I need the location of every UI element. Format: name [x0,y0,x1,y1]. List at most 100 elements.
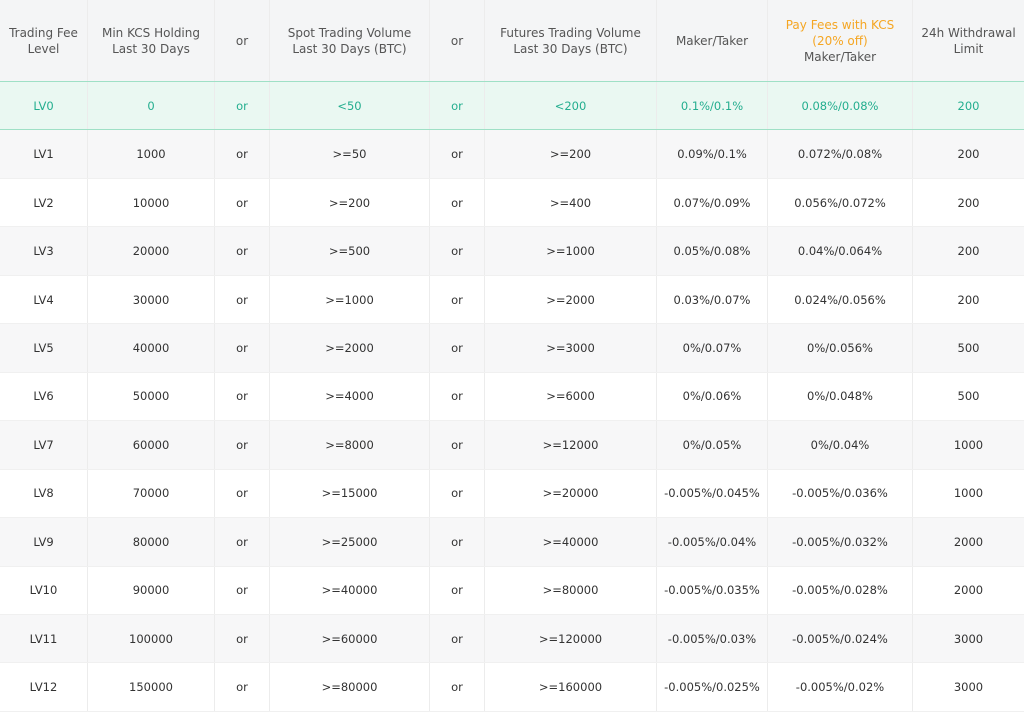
table-cell: 0%/0.048% [768,372,913,421]
table-cell: >=1000 [485,227,657,275]
table-cell: 0.1%/0.1% [657,82,768,130]
table-row: LV10 90000 or >=40000 or >=80000 -0.005%/0.035… [0,566,1024,615]
table-cell: -0.005%/0.025% [657,663,768,711]
table-cell: 0.072%/0.08% [768,130,913,178]
table-cell: >=20000 [485,469,657,518]
table-cell: or [430,469,485,518]
table-cell: LV7 [0,421,88,469]
table-cell: >=80000 [485,566,657,614]
table-cell: or [430,130,485,178]
header-cell: Spot Trading Volume Last 30 Days (BTC) [270,0,430,81]
table-cell: or [215,82,270,130]
table-cell: 150000 [88,663,215,711]
table-cell: -0.005%/0.036% [768,469,913,518]
header-cell: or [430,0,485,81]
table-cell: >=4000 [270,372,430,421]
table-cell: -0.005%/0.045% [657,469,768,518]
table-cell: 0%/0.04% [768,421,913,469]
table-cell: 200 [957,147,980,162]
header-cell: 24h Withdrawal Limit [913,0,1024,81]
table-cell: 2000 [953,534,984,549]
table-row: LV12 150000 or >=80000 or >=160000 -0.005%/0.0… [0,663,1024,712]
table-cell: 0%/0.05% [657,421,768,469]
table-cell: 70000 [88,469,215,518]
table-cell: -0.005%/0.035% [657,566,768,614]
header-label: Futures Trading Volume Last 30 Days (BTC… [500,25,641,56]
table-cell: 3000 [953,631,984,646]
table-cell: >=60000 [270,614,430,663]
table-cell: >=2000 [270,324,430,372]
header-row: Trading Fee Level Min KCS Holding Last 30… [0,0,1024,82]
table-cell: -0.005%/0.028% [768,566,913,614]
table-row: LV3 20000 or >=500 or >=1000 0.05%/0.08% 0.04%/… [0,227,1024,276]
table-cell: LV2 [0,178,88,227]
table-cell: 10000 [88,178,215,227]
header-label: or [235,33,249,48]
table-cell: or [430,663,485,711]
table-cell: LV9 [0,518,88,566]
table-cell: or [215,566,270,614]
table-cell: >=200 [485,130,657,178]
table-cell: or [430,421,485,469]
table-cell: or [215,614,270,663]
table-cell: or [430,372,485,421]
header-label: Maker/Taker [803,49,877,64]
header-label: Min KCS Holding Last 30 Days [101,25,200,56]
header-note: Pay Fees with KCS (20% off) [785,17,895,48]
table-cell: LV11 [0,614,88,663]
table-cell: 40000 [88,324,215,372]
table-cell: -0.005%/0.032% [768,518,913,566]
table-cell: or [215,518,270,566]
table-cell: -0.005%/0.02% [768,663,913,711]
table-cell: or [215,324,270,372]
table-cell: >=15000 [270,469,430,518]
header-cell: Trading Fee Level [0,0,88,81]
table-cell: or [215,421,270,469]
header-label: Maker/Taker [675,33,749,48]
table-cell: 0%/0.06% [657,372,768,421]
table-cell: >=200 [270,178,430,227]
header-label: or [450,33,464,48]
table-cell: >=40000 [485,518,657,566]
table-cell: 0.03%/0.07% [657,275,768,324]
table-cell: or [215,469,270,518]
header-cell: or [215,0,270,81]
table-cell: 100000 [88,614,215,663]
table-cell: or [215,372,270,421]
table-cell: or [430,275,485,324]
table-row: LV5 40000 or >=2000 or >=3000 0%/0.07% 0%/0.056… [0,324,1024,373]
table-cell: LV0 [0,82,88,130]
table-cell: >=12000 [485,421,657,469]
table-cell: or [430,82,485,130]
table-cell: 50000 [88,372,215,421]
table-cell: 0.04%/0.064% [768,227,913,275]
header-cell: Maker/Taker [657,0,768,81]
table-cell: -0.005%/0.024% [768,614,913,663]
table-cell: 80000 [88,518,215,566]
table-cell: or [215,275,270,324]
table-cell: or [430,227,485,275]
table-row: LV7 60000 or >=8000 or >=12000 0%/0.05% 0%/0.04… [0,421,1024,470]
table-cell: 0.024%/0.056% [768,275,913,324]
table-row: LV11 100000 or >=60000 or >=120000 -0.005%/0.0… [0,614,1024,664]
table-cell: LV5 [0,324,88,372]
table-cell: 200 [957,244,980,259]
table-cell: >=500 [270,227,430,275]
table-cell: >=3000 [485,324,657,372]
header-label: 24h Withdrawal Limit [921,25,1016,56]
table-cell: or [430,518,485,566]
table-cell: 2000 [953,583,984,598]
table-cell: 0.08%/0.08% [768,82,913,130]
table-cell: LV8 [0,469,88,518]
table-cell: 90000 [88,566,215,614]
table-cell: >=1000 [270,275,430,324]
table-cell: LV4 [0,275,88,324]
table-cell: >=50 [270,130,430,178]
table-cell: 0.07%/0.09% [657,178,768,227]
table-cell: 500 [957,389,980,404]
table-cell: 0 [88,82,215,130]
table-cell: >=25000 [270,518,430,566]
table-cell: or [215,663,270,711]
table-cell: or [215,130,270,178]
table-cell: 0%/0.07% [657,324,768,372]
